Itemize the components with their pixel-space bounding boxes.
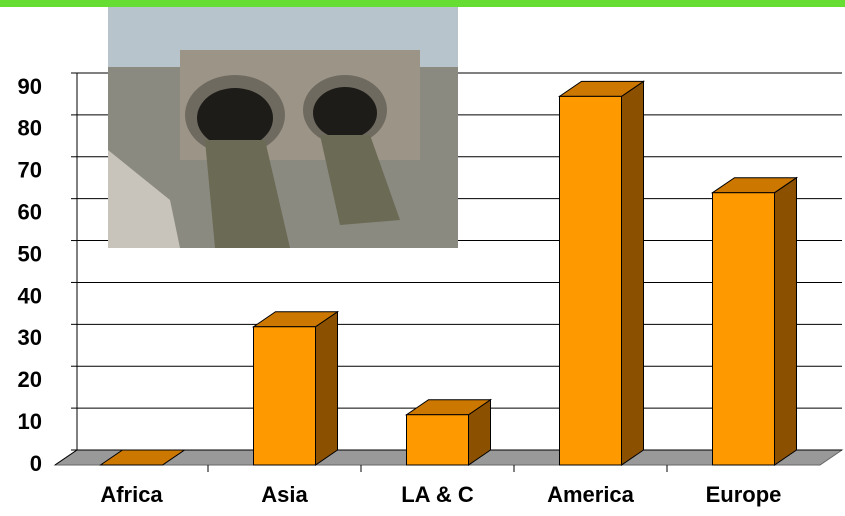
y-tick-label: 80 — [18, 116, 42, 141]
y-tick-label: 60 — [18, 199, 42, 224]
x-tick-label: Africa — [100, 482, 163, 507]
y-tick-label: 20 — [18, 367, 42, 392]
bar — [251, 310, 340, 466]
y-tick-label: 0 — [30, 451, 42, 476]
plot-area: 0 10 20 30 40 50 60 70 80 90 Africa Asia LA & C Ameri… — [18, 72, 844, 507]
bar-side — [621, 80, 644, 466]
y-tick-label: 30 — [18, 325, 42, 350]
x-tick-label: Europe — [706, 482, 782, 507]
bar — [710, 176, 799, 466]
bar-side — [774, 176, 797, 466]
bar-front — [253, 326, 316, 466]
bar-front — [712, 192, 775, 466]
bar — [404, 398, 493, 466]
x-tick-label: Asia — [261, 482, 308, 507]
bar-side — [315, 310, 338, 466]
y-tick-label: 90 — [18, 74, 42, 99]
x-tick-label: America — [547, 482, 635, 507]
y-tick-label: 70 — [18, 158, 42, 183]
x-tick-label: LA & C — [401, 482, 474, 507]
y-tick-label: 50 — [18, 241, 42, 266]
header-bar — [0, 0, 845, 7]
bar — [98, 449, 187, 466]
y-tick-label: 40 — [18, 283, 42, 308]
bar — [557, 80, 646, 466]
bar-front — [406, 414, 469, 466]
bar-top — [98, 449, 187, 466]
y-tick-label: 10 — [18, 409, 42, 434]
photo — [108, 7, 458, 248]
y-axis — [54, 449, 78, 466]
bar-front — [559, 95, 622, 466]
